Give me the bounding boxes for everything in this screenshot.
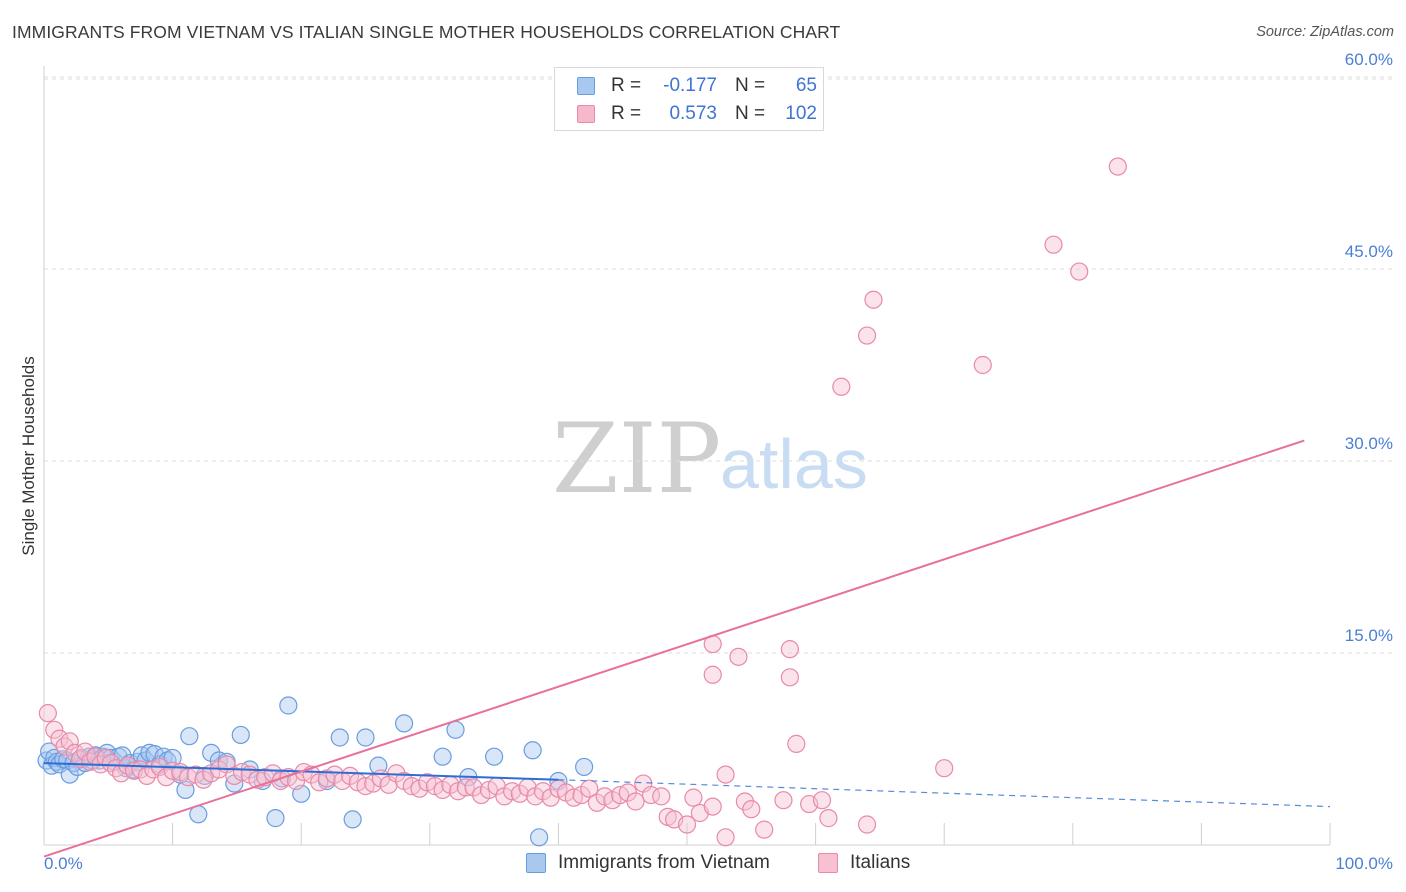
- data-point-italians: [780, 640, 799, 659]
- data-point-italians: [812, 791, 832, 810]
- legend-swatch-italians: [577, 105, 595, 123]
- data-point-italians: [1108, 157, 1127, 176]
- watermark-zip: ZIP: [552, 403, 721, 515]
- data-point-vietnam: [575, 757, 594, 777]
- data-point-italians: [780, 668, 799, 687]
- y-tick-label: 15.0%: [1345, 626, 1393, 645]
- trend-line-vietnam-extension: [558, 779, 1331, 808]
- bottom-legend-swatch-italians: [818, 853, 838, 873]
- data-point-italians: [716, 828, 735, 847]
- data-point-vietnam: [446, 720, 465, 739]
- legend-n-label: N =: [735, 75, 766, 96]
- data-point-italians: [38, 704, 57, 723]
- bottom-legend-label: Italians: [850, 852, 911, 873]
- legend-n-label: N =: [735, 103, 766, 124]
- data-point-italians: [55, 737, 74, 756]
- data-point-italians: [864, 290, 883, 309]
- data-point-italians: [819, 809, 838, 828]
- legend-swatch-vietnam: [577, 77, 595, 95]
- data-point-italians: [755, 820, 774, 839]
- data-point-italians: [626, 792, 645, 811]
- data-point-vietnam: [279, 696, 298, 715]
- data-point-vietnam: [330, 728, 349, 747]
- data-point-italians: [684, 788, 703, 807]
- data-point-italians: [832, 377, 851, 396]
- data-point-vietnam: [523, 741, 542, 760]
- data-point-italians: [787, 734, 806, 753]
- series-italians-points: [38, 157, 1127, 847]
- data-point-vietnam: [180, 727, 199, 746]
- data-point-italians: [973, 355, 992, 375]
- legend: R = -0.177 N = 65 R = 0.573 N = 102: [554, 67, 824, 131]
- legend-r-value: 0.573: [669, 103, 717, 124]
- axes: [43, 66, 1331, 846]
- watermark: ZIP atlas: [552, 403, 868, 515]
- bottom-legend-label: Immigrants from Vietnam: [558, 852, 770, 873]
- data-point-italians: [729, 647, 748, 666]
- y-tick-label: 45.0%: [1345, 242, 1393, 261]
- source-label: Source: ZipAtlas.com: [1256, 24, 1394, 40]
- data-point-vietnam: [231, 725, 250, 745]
- data-point-vietnam: [394, 714, 414, 733]
- grid-lines: [44, 76, 1392, 654]
- bottom-legend-italians: Italians: [818, 852, 910, 874]
- y-tick-label: 30.0%: [1345, 434, 1393, 453]
- legend-r-value: -0.177: [663, 75, 717, 96]
- data-point-italians: [652, 787, 671, 806]
- chart-title: IMMIGRANTS FROM VIETNAM VS ITALIAN SINGL…: [12, 22, 841, 42]
- data-point-italians: [935, 759, 954, 778]
- legend-r-label: R =: [611, 75, 642, 96]
- axis-labels: 15.0% 30.0% 45.0% 60.0% 0.0% 100.0% Single Mot…: [19, 50, 1393, 873]
- data-point-italians: [857, 326, 877, 345]
- x-tick-label-min: 0.0%: [44, 854, 83, 873]
- data-point-italians: [464, 778, 483, 797]
- data-point-vietnam: [60, 765, 79, 784]
- y-tick-label: 60.0%: [1345, 50, 1393, 69]
- legend-r-label: R =: [611, 103, 642, 124]
- data-point-vietnam: [530, 828, 549, 847]
- trend-lines: [43, 439, 1331, 858]
- data-point-italians: [857, 815, 877, 834]
- data-point-italians: [60, 732, 79, 751]
- data-point-vietnam: [343, 810, 362, 829]
- data-point-italians: [1070, 262, 1089, 281]
- bottom-legend: Immigrants from Vietnam Italians: [0, 852, 1406, 878]
- trend-line-italians: [43, 439, 1305, 858]
- data-point-italians: [703, 665, 722, 684]
- data-point-italians: [580, 779, 599, 798]
- legend-n-value: 102: [785, 103, 817, 124]
- data-point-italians: [703, 797, 722, 816]
- data-point-italians: [106, 759, 126, 778]
- watermark-atlas: atlas: [720, 425, 868, 503]
- data-point-vietnam: [485, 747, 504, 766]
- data-point-vietnam: [433, 747, 452, 766]
- legend-n-value: 65: [795, 75, 817, 96]
- legend-row-vietnam: R = -0.177 N = 65: [577, 74, 817, 98]
- legend-row-italians: R = 0.573 N = 102: [577, 102, 817, 126]
- data-point-italians: [456, 778, 475, 797]
- data-point-vietnam: [202, 743, 221, 762]
- data-point-italians: [1044, 235, 1063, 254]
- data-point-vietnam: [266, 809, 285, 828]
- data-point-italians: [677, 815, 697, 834]
- x-tick-label-max: 100.0%: [1335, 854, 1393, 873]
- bottom-legend-swatch-vietnam: [526, 853, 546, 873]
- y-axis-label: Single Mother Households: [19, 356, 38, 555]
- data-point-vietnam: [356, 728, 375, 747]
- data-point-italians: [742, 800, 761, 819]
- data-point-italians: [774, 791, 793, 810]
- data-point-italians: [716, 765, 735, 784]
- data-point-italians: [45, 720, 64, 739]
- bottom-legend-vietnam: Immigrants from Vietnam: [526, 852, 770, 874]
- data-point-italians: [76, 742, 95, 761]
